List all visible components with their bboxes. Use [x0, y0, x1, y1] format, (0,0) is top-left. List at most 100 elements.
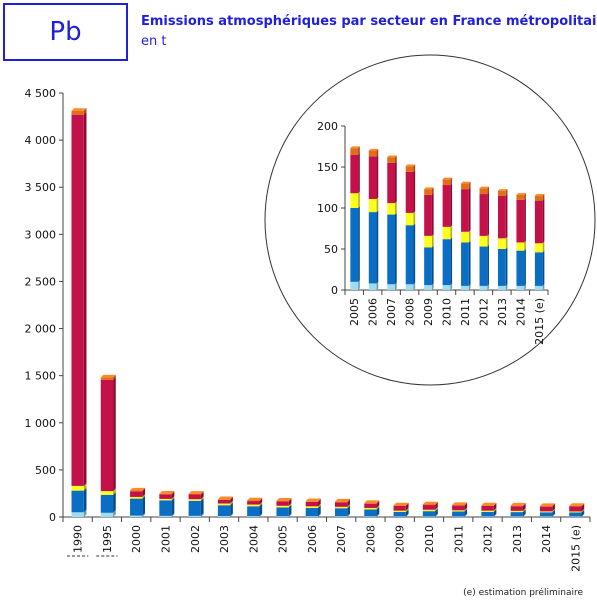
main-bar-segment	[130, 490, 143, 492]
main-bar-segment	[510, 505, 523, 507]
inset-bar-segment	[350, 154, 359, 194]
main-bar-segment-side	[171, 513, 175, 517]
inset-bar-segment	[350, 281, 359, 290]
main-x-tick-label: 2005	[277, 525, 290, 553]
inset-bar-segment-side	[542, 198, 545, 244]
main-bar-segment-side	[200, 491, 204, 500]
main-bar-segment	[422, 511, 436, 517]
main-bar-segment	[305, 516, 319, 517]
main-bar-segment-side	[552, 509, 555, 517]
main-bar-segment	[569, 511, 582, 513]
main-bar-top	[393, 502, 409, 506]
main-bar-segment-side	[581, 503, 585, 507]
main-bar-segment	[188, 515, 201, 517]
inset-bar-segment-side	[358, 206, 360, 282]
main-bar-segment	[569, 516, 582, 517]
main-bar-segment-side	[288, 513, 292, 517]
main-bar-segment-side	[83, 111, 87, 486]
main-bar-segment-side	[522, 508, 526, 513]
main-bar-segment	[247, 501, 260, 505]
inset-bar-segment	[516, 242, 525, 251]
main-bar-segment	[71, 114, 84, 486]
main-bar-segment-side	[347, 504, 350, 509]
main-x-tick-label: 2008	[364, 525, 377, 553]
main-bar-segment	[539, 512, 553, 517]
main-bar-segment-side	[318, 498, 321, 502]
inset-x-tick-label: 2007	[385, 298, 398, 326]
inset-bar-segment	[387, 214, 396, 285]
main-bar-segment	[276, 505, 289, 508]
inset-bar-segment-side	[468, 240, 471, 286]
main-bar-segment-side	[376, 513, 380, 517]
inset-bar-segment	[405, 225, 414, 285]
main-bar-segment-side	[259, 503, 263, 517]
main-bar-segment-side	[318, 505, 321, 517]
inset-bar-segment	[534, 243, 543, 253]
inset-bar-segment	[368, 212, 377, 284]
inset-bar-segment-side	[487, 192, 489, 236]
main-x-tick-label: 2004	[247, 525, 260, 553]
main-bar-segment	[159, 498, 172, 501]
inset-bar-segment-side	[468, 181, 471, 190]
main-x-tick-label: 2013	[511, 525, 524, 553]
inset-bar-segment	[497, 238, 506, 249]
main-bar-segment-side	[493, 509, 497, 517]
main-bar-segment-side	[83, 108, 87, 115]
main-bar-segment	[71, 512, 84, 517]
inset-bar-segment-side	[542, 193, 545, 201]
main-bar-segment	[510, 512, 523, 517]
inset-bar-segment	[461, 183, 469, 190]
main-bar-segment	[276, 516, 289, 517]
main-bar-segment-side	[493, 513, 497, 517]
main-bar-segment-side	[142, 488, 146, 497]
main-bar-segment-side	[259, 501, 263, 507]
main-bar-segment-side	[318, 513, 321, 517]
main-bar-segment-side	[171, 491, 175, 495]
inset-bar-segment-side	[395, 201, 397, 215]
inset-bar-segment	[497, 249, 506, 286]
main-bar-segment-side	[552, 513, 555, 517]
inset-bar-segment	[479, 285, 488, 290]
main-bar-segment	[539, 506, 553, 512]
main-bar-segment	[393, 516, 406, 517]
inset-bar-segment	[479, 188, 488, 195]
main-bar-segment	[188, 493, 201, 495]
main-bar-segment-side	[464, 502, 468, 511]
main-bar-segment	[334, 501, 348, 503]
inset-bar-segment	[350, 193, 359, 208]
main-bar-segment-side	[259, 498, 263, 505]
inset-bar-top	[461, 181, 471, 184]
main-bar-top	[569, 503, 585, 506]
inset-bar-segment	[516, 194, 525, 200]
main-bar-segment	[276, 507, 289, 517]
inset-bar-segment-side	[413, 282, 416, 290]
main-x-tick-label: 2002	[189, 525, 202, 553]
main-x-tick-label: 2001	[159, 525, 172, 553]
inset-bar-segment	[368, 156, 377, 199]
inset-bar-segment	[461, 242, 469, 286]
inset-bar-segment	[461, 189, 469, 232]
main-x-tick-label: 2009	[394, 525, 407, 553]
inset-bar-segment-side	[395, 212, 397, 285]
main-bar-segment-side	[493, 502, 497, 506]
main-bar-segment	[539, 511, 553, 513]
inset-bar-segment	[350, 148, 359, 155]
main-bar-segment	[276, 500, 289, 502]
inset-y-tick-label: 200	[317, 120, 338, 133]
main-x-tick-label: 2003	[218, 525, 231, 553]
main-bar-segment	[422, 504, 436, 506]
main-bar-segment-side	[464, 508, 468, 517]
main-bar-segment-side	[259, 497, 263, 502]
inset-bar-segment	[387, 162, 396, 204]
inset-bar-segment	[442, 179, 451, 186]
main-bar-segment-side	[230, 513, 233, 517]
main-bar-segment-side	[200, 496, 204, 501]
main-bar-segment	[569, 512, 582, 517]
main-bar-segment	[481, 516, 494, 517]
main-bar-segment	[100, 512, 114, 517]
main-bar-segment	[481, 505, 494, 506]
main-bar-segment	[159, 493, 172, 495]
main-bar-segment-side	[405, 507, 409, 513]
main-bar-segment-side	[493, 507, 497, 512]
main-bar-segment-side	[230, 502, 233, 517]
